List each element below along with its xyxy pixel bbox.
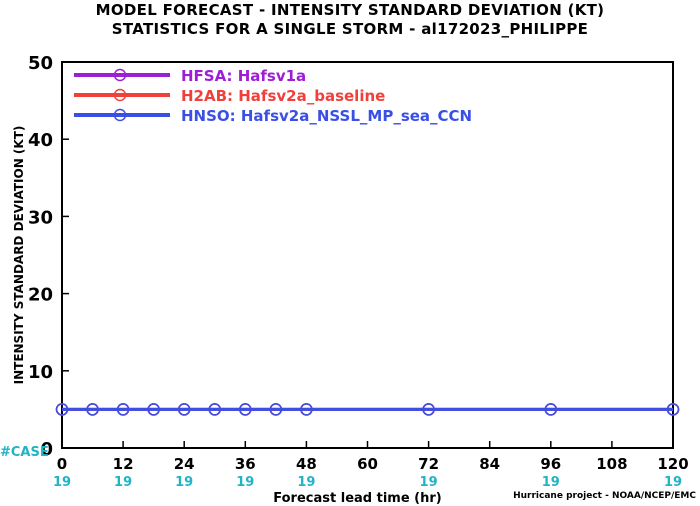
y-tick-label-50: 50 (28, 53, 53, 74)
series-2-point-120 (666, 403, 680, 416)
case-label: #CASE (0, 445, 49, 460)
x-tick-label-12: 12 (113, 455, 134, 473)
series-2-point-12 (116, 403, 130, 416)
x-tick-label-60: 60 (357, 455, 378, 473)
series-2-point-48 (300, 403, 313, 416)
series-2-point-24 (177, 403, 191, 416)
case-count-36: 19 (236, 475, 254, 490)
case-count-96: 19 (542, 475, 560, 490)
chart-title: MODEL FORECAST - INTENSITY STANDARD DEVI… (95, 1, 605, 19)
series-2-point-0 (55, 403, 69, 416)
y-axis-label: INTENSITY STANDARD DEVIATION (KT) (12, 126, 26, 385)
x-tick-label-36: 36 (235, 455, 256, 473)
legend-label-0: HFSA: Hafsv1a (181, 67, 306, 85)
series-2-point-18 (147, 403, 160, 416)
x-tick-label-48: 48 (296, 455, 317, 473)
x-tick-label-84: 84 (479, 455, 500, 473)
series-2-point-42 (269, 403, 283, 416)
series-2-point-36 (239, 403, 252, 416)
case-count-12: 19 (114, 475, 132, 490)
y-tick-label-10: 10 (28, 362, 53, 383)
case-count-0: 19 (53, 475, 71, 490)
chart-subtitle: STATISTICS FOR A SINGLE STORM - al172023… (111, 20, 589, 38)
series-2-point-6 (86, 403, 99, 416)
y-tick-label-20: 20 (28, 285, 53, 306)
x-axis-label: Forecast lead time (hr) (273, 491, 441, 506)
legend-marker-0 (113, 68, 127, 82)
x-tick-label-0: 0 (57, 455, 67, 473)
legend-marker-2 (113, 108, 127, 122)
legend-label-1: H2AB: Hafsv2a_baseline (181, 87, 385, 105)
legend-label-2: HNSO: Hafsv2a_NSSL_MP_sea_CCN (181, 107, 472, 125)
series-2-point-72 (422, 403, 435, 416)
case-count-72: 19 (420, 475, 438, 490)
case-count-120: 19 (664, 475, 682, 490)
case-count-48: 19 (297, 475, 315, 490)
x-tick-label-120: 120 (657, 455, 688, 473)
series-2-point-96 (544, 403, 558, 416)
y-tick-label-40: 40 (28, 130, 53, 151)
x-tick-label-96: 96 (540, 455, 561, 473)
credit-text: Hurricane project - NOAA/NCEP/EMC (513, 491, 696, 501)
series-2-point-30 (208, 403, 221, 416)
x-tick-label-108: 108 (596, 455, 627, 473)
y-tick-label-0: 0 (40, 439, 53, 460)
y-tick-label-30: 30 (28, 207, 53, 228)
x-tick-label-72: 72 (418, 455, 439, 473)
legend-marker-1 (113, 88, 127, 102)
case-count-24: 19 (175, 475, 193, 490)
x-tick-label-24: 24 (174, 455, 195, 473)
